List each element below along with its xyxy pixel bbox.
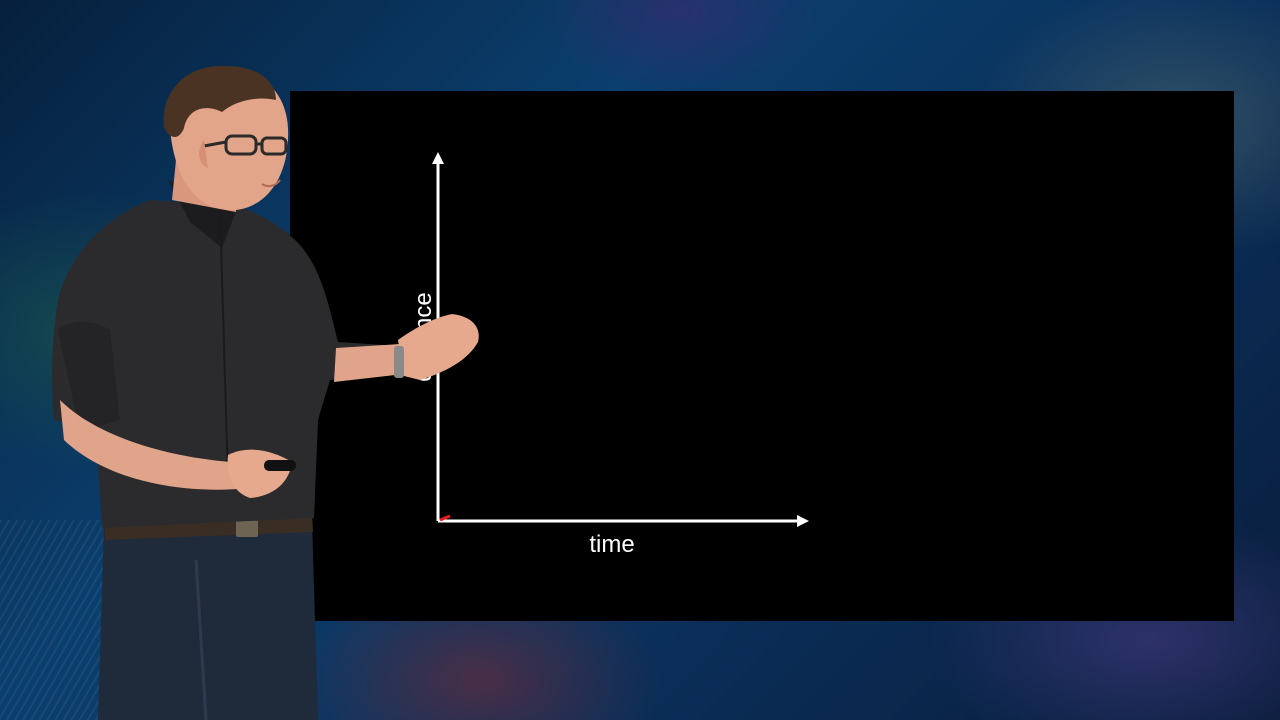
clicker-remote-icon	[264, 460, 296, 471]
presenter-jeans	[98, 520, 318, 720]
presenter-hair	[163, 65, 276, 138]
x-axis-label: time	[589, 531, 635, 558]
y-axis-arrowhead	[432, 152, 444, 164]
presenter-arms	[60, 314, 479, 498]
presenter-head	[163, 65, 289, 212]
wristwatch-icon	[394, 346, 404, 378]
origin-marker	[439, 514, 451, 522]
x-axis-arrowhead	[797, 515, 809, 527]
presenter-right-hand	[398, 314, 479, 380]
glasses-icon	[203, 134, 288, 156]
